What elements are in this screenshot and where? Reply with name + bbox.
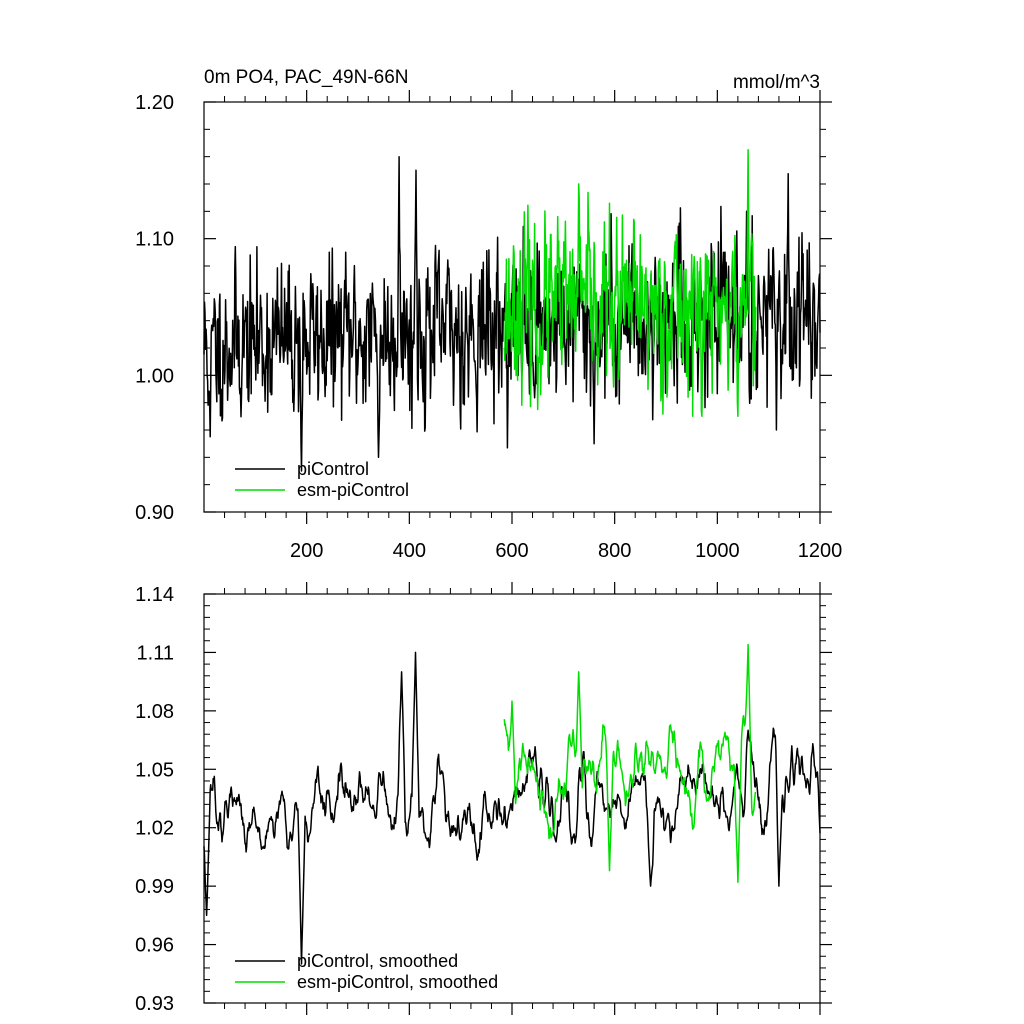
x-tick-label: 400 — [393, 540, 426, 562]
y-tick-label: 1.08 — [135, 701, 174, 723]
legend-label-esm-picontrol-smoothed: esm-piControl, smoothed — [297, 972, 498, 992]
x-tick-label: 600 — [495, 540, 528, 562]
units-label: mmol/m^3 — [733, 72, 820, 93]
series-line-picontrol-smoothed — [203, 651, 821, 965]
y-tick-label: 0.93 — [135, 993, 174, 1015]
series-line-picontrol — [203, 155, 821, 472]
y-tick-label: 1.02 — [135, 818, 174, 840]
y-tick-label: 0.99 — [135, 876, 174, 898]
legend-label-picontrol: piControl — [297, 459, 369, 479]
ticks-layer: 0.90 1.00 1.10 1.20 200 400 600 800 1000 1200 — [135, 90, 842, 562]
legend: piControl esm-piControl — [235, 459, 409, 500]
legend-label-picontrol-smoothed: piControl, smoothed — [297, 951, 458, 971]
legend: piControl, smoothed esm-piControl, smoot… — [235, 951, 498, 992]
x-tick-label: 1200 — [798, 540, 843, 562]
y-tick-label: 1.20 — [135, 92, 174, 114]
y-tick-label: 1.05 — [135, 759, 174, 781]
y-tick-label: 0.96 — [135, 935, 174, 957]
x-tick-label: 1000 — [695, 540, 740, 562]
series-line-esm-picontrol — [503, 149, 757, 418]
y-tick-label: 1.11 — [137, 642, 174, 664]
ticks-layer: 0.93 0.96 0.99 1.02 1.05 1.08 1.11 1.14 — [135, 582, 832, 1015]
series-layer — [203, 643, 821, 965]
x-tick-label: 200 — [290, 540, 323, 562]
y-tick-label: 0.90 — [135, 502, 174, 524]
panel-smoothed: 0.93 0.96 0.99 1.02 1.05 1.08 1.11 1.14 piContr… — [135, 582, 832, 1015]
y-tick-label: 1.00 — [135, 365, 174, 387]
series-line-esm-picontrol-smoothed — [503, 643, 757, 883]
y-tick-label: 1.10 — [135, 229, 174, 251]
legend-label-esm-picontrol: esm-piControl — [297, 480, 409, 500]
y-tick-label: 1.14 — [135, 584, 174, 606]
plot-frame — [203, 593, 821, 1004]
panel-title: 0m PO4, PAC_49N-66N — [204, 67, 409, 88]
x-tick-label: 800 — [598, 540, 631, 562]
panel-raw: 0m PO4, PAC_49N-66N mmol/m^3 0.90 1.00 1.1… — [135, 67, 842, 562]
series-layer — [203, 149, 821, 472]
